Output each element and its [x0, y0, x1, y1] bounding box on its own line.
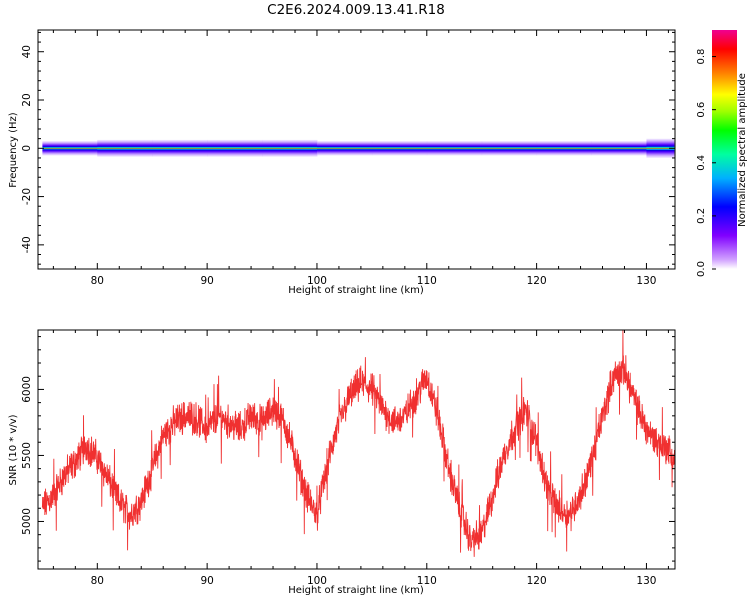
snr-x-tick-label: 100: [307, 575, 327, 587]
heatmap-x-tick-label: 130: [636, 275, 656, 287]
colorbar: 0.0 0.2 0.4 0.6 0.8 Normalized spectral ampl…: [696, 30, 748, 277]
figure-title: C2E6.2024.009.13.41.R18: [267, 2, 445, 18]
snr-y-tick-label: 6000: [21, 376, 33, 403]
snr-y-ticks: 5000 5500 6000: [21, 336, 675, 562]
colorbar-tick-label: 0.0: [696, 261, 707, 277]
snr-y-tick-label: 5500: [21, 442, 33, 469]
heatmap-signal-band: [42, 138, 675, 158]
colorbar-tick-label: 0.6: [696, 102, 707, 118]
heatmap-x-tick-label: 80: [91, 275, 104, 287]
colorbar-tick-label: 0.2: [696, 208, 707, 224]
snr-y-tick-label: 5000: [21, 508, 33, 535]
snr-series-line: [41, 330, 675, 557]
heatmap-y-ticks: -40 -20 0 20 40: [21, 31, 675, 265]
heatmap-panel: 80 90 100 110 120 130 -40 -20 0 20 40 Height of s…: [8, 29, 676, 296]
heatmap-band-segment: [262, 139, 318, 157]
heatmap-band-segment: [481, 141, 538, 156]
heatmap-frame: [37, 29, 676, 270]
snr-x-axis-label: Height of straight line (km): [288, 585, 424, 596]
heatmap-band-segment: [426, 141, 483, 156]
snr-x-tick-label: 130: [636, 575, 656, 587]
colorbar-tick-label: 0.4: [696, 155, 707, 171]
snr-x-tick-label: 80: [91, 575, 104, 587]
colorbar-tick-label: 0.8: [696, 49, 707, 65]
heatmap-x-axis-label: Height of straight line (km): [288, 285, 424, 296]
heatmap-y-tick-label: -20: [21, 188, 33, 205]
snr-x-tick-label: 110: [417, 575, 437, 587]
colorbar-ticks: 0.0 0.2 0.4 0.6 0.8: [696, 49, 716, 277]
heatmap-y-tick-label: 0: [21, 145, 33, 152]
heatmap-band-segment: [152, 139, 208, 157]
heatmap-x-tick-label: 90: [200, 275, 213, 287]
heatmap-y-tick-label: -40: [21, 236, 33, 253]
heatmap-x-tick-label: 110: [417, 275, 437, 287]
heatmap-band-segment: [97, 139, 153, 157]
heatmap-y-tick-label: 20: [21, 93, 33, 106]
heatmap-band-segment: [536, 141, 593, 156]
snr-frame: [37, 329, 676, 570]
colorbar-label: Normalized spectral amplitude: [737, 73, 748, 227]
colorbar-gradient: [712, 30, 737, 269]
snr-line-panel: 80 90 100 110 120 130 5000 5500 6000 Height of …: [8, 329, 676, 596]
heatmap-x-tick-label: 100: [307, 275, 327, 287]
snr-x-tick-label: 120: [527, 575, 547, 587]
heatmap-x-ticks: 80 90 100 110 120 130: [52, 30, 669, 287]
heatmap-band-segment: [316, 141, 373, 156]
heatmap-y-tick-label: 40: [21, 45, 33, 58]
snr-x-ticks: 80 90 100 110 120 130: [52, 330, 669, 587]
heatmap-y-axis-label: Frequency (Hz): [8, 112, 19, 188]
snr-plot-area: [38, 330, 675, 569]
snr-x-tick-label: 90: [200, 575, 213, 587]
heatmap-band-segment: [646, 138, 675, 158]
heatmap-band-segment: [42, 141, 98, 156]
heatmap-band-segment: [207, 139, 263, 157]
snr-y-axis-label: SNR (10 * v/v): [8, 414, 19, 485]
heatmap-band-segment: [371, 141, 428, 156]
heatmap-x-tick-label: 120: [527, 275, 547, 287]
heatmap-band-segment: [591, 141, 647, 156]
